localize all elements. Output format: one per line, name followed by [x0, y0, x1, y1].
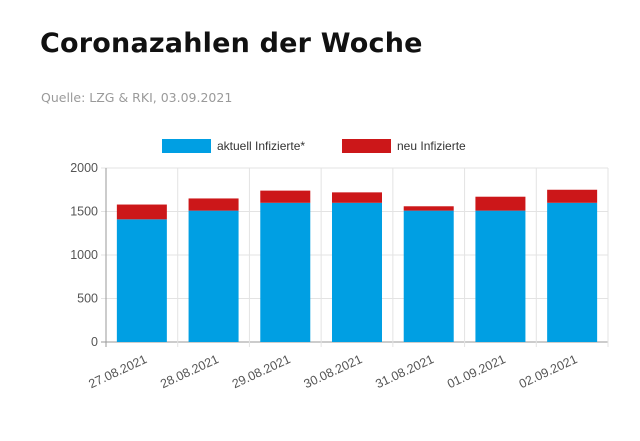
- bar-current-infected: [188, 210, 239, 342]
- source-note: Quelle: LZG & RKI, 03.09.2021: [41, 90, 233, 105]
- legend-swatch-current: [162, 139, 211, 153]
- chart-legend: aktuell Infizierte* neu Infizierte: [0, 139, 640, 159]
- y-tick-label: 500: [77, 292, 98, 306]
- bar-current-infected: [475, 210, 526, 342]
- y-tick-label: 1500: [70, 205, 98, 219]
- bar-current-infected: [116, 219, 167, 342]
- bar-new-infected: [116, 204, 167, 220]
- bar-new-infected: [475, 196, 526, 211]
- bar-current-infected: [260, 202, 311, 342]
- x-tick-label: 28.08.2021: [158, 352, 221, 391]
- legend-label-new: neu Infizierte: [397, 139, 466, 153]
- x-tick-label: 31.08.2021: [373, 352, 436, 391]
- bar-current-infected: [403, 210, 454, 342]
- x-tick-label: 29.08.2021: [230, 352, 293, 391]
- y-tick-label: 1000: [70, 248, 98, 262]
- x-tick-label: 01.09.2021: [445, 352, 508, 391]
- legend-item-new[interactable]: neu Infizierte: [342, 139, 466, 153]
- bar-current-infected: [547, 202, 598, 342]
- page-title: Coronazahlen der Woche: [40, 28, 423, 59]
- legend-item-current[interactable]: aktuell Infizierte*: [162, 139, 305, 153]
- bar-new-infected: [403, 206, 454, 211]
- bar-new-infected: [260, 190, 311, 203]
- y-tick-label: 0: [91, 335, 98, 349]
- legend-swatch-new: [342, 139, 391, 153]
- x-tick-label: 30.08.2021: [302, 352, 365, 391]
- bar-new-infected: [547, 189, 598, 203]
- y-tick-label: 2000: [70, 161, 98, 175]
- bar-new-infected: [332, 192, 382, 203]
- x-tick-label: 02.09.2021: [517, 352, 580, 391]
- bar-current-infected: [332, 202, 382, 342]
- legend-label-current: aktuell Infizierte*: [217, 139, 306, 153]
- bar-new-infected: [188, 198, 239, 211]
- x-tick-label: 27.08.2021: [87, 352, 150, 391]
